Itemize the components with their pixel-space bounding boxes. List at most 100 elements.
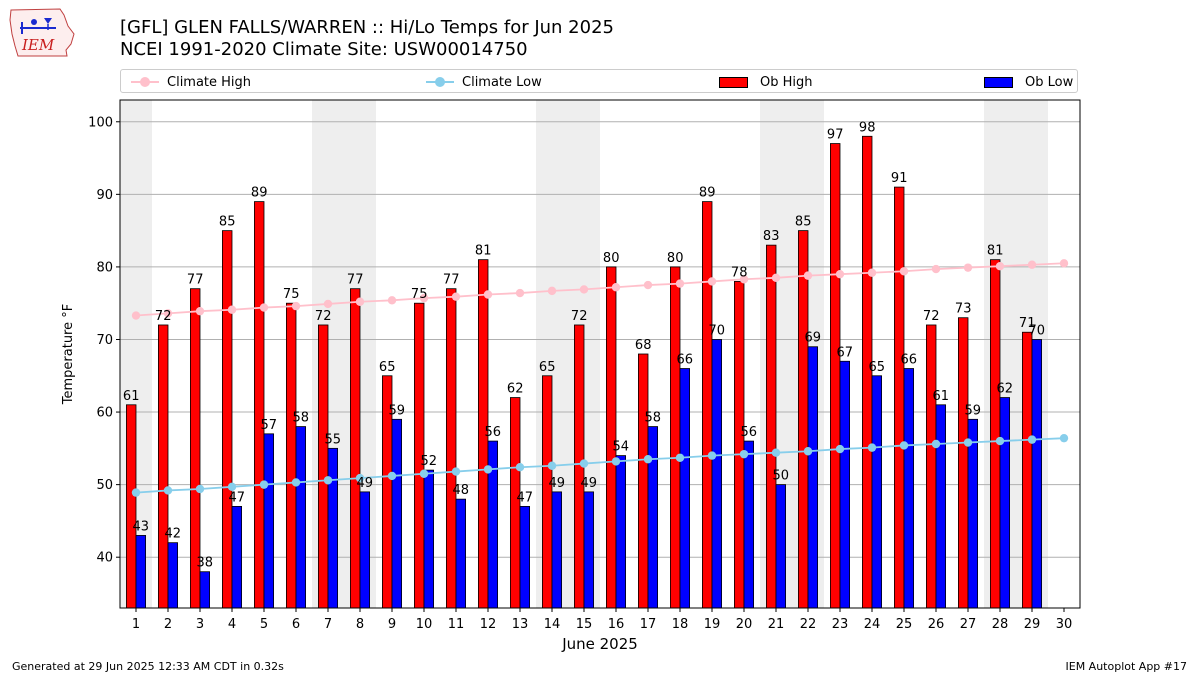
ob-high-value-label: 75 [411, 287, 428, 302]
ob-high-value-label: 72 [155, 309, 172, 324]
plot-area [120, 100, 1080, 608]
climate-low-point [867, 443, 877, 452]
generated-timestamp: Generated at 29 Jun 2025 12:33 AM CDT in… [12, 660, 284, 673]
ob-low-value-label: 49 [549, 476, 566, 491]
x-tick-label: 7 [324, 617, 332, 632]
ob-high-value-label: 65 [379, 360, 396, 375]
ob-low-value-label: 58 [293, 411, 310, 426]
ob-high-bar [606, 266, 617, 608]
ob-low-value-label: 67 [837, 345, 854, 360]
ob-low-bar [263, 433, 275, 608]
ob-low-value-label: 56 [741, 425, 758, 440]
x-tick-label: 6 [292, 617, 300, 632]
ob-high-bar [798, 230, 809, 608]
climate-low-point [675, 453, 685, 462]
climate-high-line [135, 262, 1065, 317]
climate-low-point [515, 463, 525, 472]
climate-low-point [707, 451, 717, 460]
ob-low-value-label: 59 [389, 403, 406, 418]
ob-low-value-label: 52 [421, 454, 438, 469]
climate-low-point [739, 449, 749, 459]
legend-climate-low: Climate Low [426, 70, 542, 94]
ob-high-bar [670, 266, 681, 608]
climate-low-point [899, 441, 909, 450]
ob-low-bar [551, 491, 563, 608]
climate-high-point [739, 275, 749, 284]
ob-low-swatch [984, 76, 1013, 88]
ob-low-bar [1031, 339, 1043, 608]
ob-low-bar [199, 571, 211, 608]
y-tick-label: 70 [96, 333, 113, 348]
x-tick-label: 14 [544, 617, 561, 632]
climate-high-point [163, 309, 173, 318]
ob-high-bar [894, 186, 905, 608]
ob-low-bar [455, 498, 467, 608]
climate-low-point [387, 471, 397, 481]
ob-high-bar [413, 302, 425, 608]
ob-low-value-label: 58 [645, 411, 662, 426]
ob-low-value-label: 66 [677, 353, 694, 368]
x-tick-label: 2 [164, 617, 172, 632]
ob-high-bar [477, 259, 489, 608]
ob-low-bar [999, 397, 1011, 608]
ob-high-value-label: 72 [923, 309, 940, 324]
ob-low-value-label: 62 [997, 382, 1014, 397]
climate-low-point [227, 482, 237, 492]
ob-high-bar [862, 135, 873, 608]
climate-high-point [131, 311, 141, 320]
legend-climate-high-label: Climate High [167, 74, 252, 90]
climate-high-point [259, 303, 269, 312]
climate-low-point [963, 438, 973, 447]
x-tick-label: 5 [260, 617, 268, 632]
x-tick-label: 20 [736, 617, 753, 632]
ob-high-value-label: 89 [699, 186, 716, 201]
ob-high-bar [702, 201, 713, 608]
climate-high-point [483, 290, 493, 299]
ob-high-value-label: 71 [1019, 316, 1036, 331]
ob-low-bar [967, 418, 979, 608]
ob-high-value-label: 78 [731, 265, 748, 280]
x-tick-label: 12 [480, 617, 497, 632]
x-tick-label: 8 [356, 617, 364, 632]
ob-high-value-label: 85 [219, 215, 236, 230]
ob-low-value-label: 47 [229, 490, 246, 505]
ob-high-value-label: 83 [763, 229, 780, 244]
ob-low-bar [167, 542, 179, 608]
ob-low-bar [327, 447, 339, 608]
x-tick-label: 13 [512, 617, 529, 632]
climate-low-point [259, 480, 269, 489]
climate-high-point [1059, 259, 1069, 268]
x-tick-label: 25 [896, 617, 913, 632]
ob-low-bar [487, 440, 499, 608]
climate-low-point [995, 436, 1005, 446]
ob-high-value-label: 72 [571, 309, 588, 324]
ob-high-bar [542, 375, 553, 608]
ob-low-value-label: 43 [133, 519, 150, 534]
legend-ob-high: Ob High [719, 70, 813, 94]
ob-high-bar [157, 324, 169, 608]
legend-climate-high: Climate High [131, 70, 251, 94]
ob-low-bar [135, 535, 147, 608]
legend-ob-high-label: Ob High [760, 74, 813, 90]
ob-high-bar [285, 302, 297, 608]
ob-high-value-label: 81 [475, 244, 492, 259]
climate-high-point [643, 280, 653, 290]
ob-low-value-label: 70 [1029, 323, 1046, 338]
climate-low-point [163, 486, 173, 495]
y-tick-label: 80 [96, 260, 113, 275]
legend-ob-low-label: Ob Low [1025, 74, 1074, 90]
x-tick-label: 29 [1024, 617, 1041, 632]
climate-high-point [195, 306, 205, 316]
x-tick-label: 10 [416, 617, 433, 632]
ob-high-bar [445, 288, 457, 608]
ob-low-bar [871, 375, 883, 608]
ob-low-value-label: 65 [869, 360, 886, 375]
ob-high-bar [926, 324, 937, 608]
ob-low-bar [807, 346, 819, 608]
ob-low-value-label: 38 [197, 556, 214, 571]
ob-low-value-label: 50 [773, 469, 790, 484]
climate-low-point [1059, 433, 1069, 443]
ob-low-value-label: 66 [901, 353, 918, 368]
ob-low-bar [775, 484, 787, 608]
